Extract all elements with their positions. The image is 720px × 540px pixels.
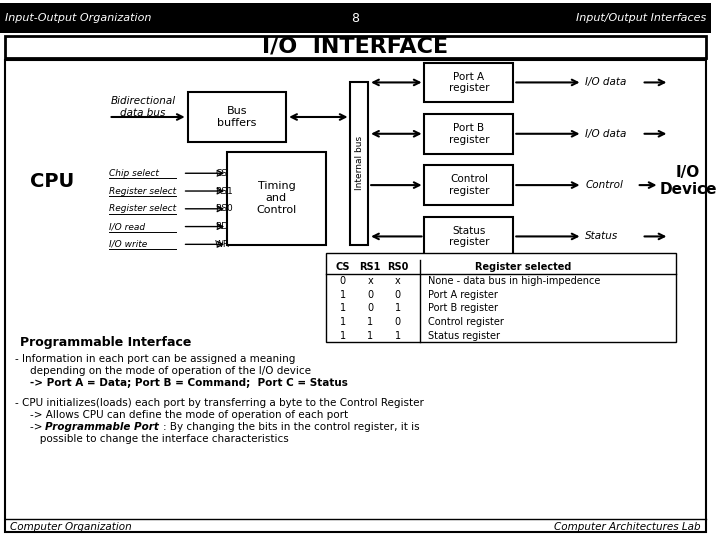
Text: 0: 0: [340, 276, 346, 286]
Text: Status: Status: [585, 232, 618, 241]
Text: 0: 0: [395, 318, 401, 327]
Bar: [5, 60, 706, 531]
Text: 1: 1: [395, 331, 401, 341]
Text: 1: 1: [367, 318, 373, 327]
Text: Chip select: Chip select: [109, 169, 158, 178]
Text: Control register: Control register: [428, 318, 504, 327]
Text: CS: CS: [215, 169, 228, 178]
Text: RS0: RS0: [215, 204, 233, 213]
Bar: [425, 217, 513, 256]
Text: I/O data: I/O data: [585, 77, 627, 87]
Text: 1: 1: [340, 331, 346, 341]
Text: Bus
buffers: Bus buffers: [217, 106, 256, 128]
Text: x: x: [395, 276, 401, 286]
Text: depending on the mode of operation of the I/O device: depending on the mode of operation of th…: [30, 366, 310, 376]
Text: CPU: CPU: [30, 172, 74, 191]
Text: Status
register: Status register: [449, 226, 489, 247]
Text: I/O data: I/O data: [585, 129, 627, 139]
Text: 0: 0: [395, 289, 401, 300]
Text: 1: 1: [395, 303, 401, 314]
Text: Programmable Interface: Programmable Interface: [19, 335, 191, 348]
Text: I/O write: I/O write: [109, 240, 147, 249]
Text: -> Allows CPU can define the mode of operation of each port: -> Allows CPU can define the mode of ope…: [30, 410, 348, 420]
Text: : By changing the bits in the control register, it is: : By changing the bits in the control re…: [163, 422, 420, 432]
Text: Bidirectional
data bus: Bidirectional data bus: [111, 96, 176, 118]
Text: Register selected: Register selected: [475, 262, 572, 272]
Bar: [5, 36, 706, 58]
Text: 0: 0: [367, 303, 373, 314]
Text: Control: Control: [585, 180, 624, 190]
Bar: [227, 152, 325, 245]
Text: RD: RD: [215, 222, 228, 231]
Text: x: x: [367, 276, 373, 286]
Bar: [425, 165, 513, 205]
Text: 1: 1: [340, 318, 346, 327]
Text: RS1: RS1: [215, 186, 233, 195]
Text: Input-Output Organization: Input-Output Organization: [5, 14, 151, 23]
Text: 1: 1: [340, 303, 346, 314]
Text: I/O read: I/O read: [109, 222, 145, 231]
Bar: [0, 3, 711, 33]
Text: 8: 8: [351, 12, 359, 25]
Text: Timing
and
Control: Timing and Control: [256, 181, 297, 214]
Bar: [351, 83, 368, 245]
Text: Port A register: Port A register: [428, 289, 498, 300]
Text: None - data bus in high-impedence: None - data bus in high-impedence: [428, 276, 600, 286]
Text: -> Port A = Data; Port B = Command;  Port C = Status: -> Port A = Data; Port B = Command; Port…: [30, 377, 348, 388]
Bar: [425, 63, 513, 102]
Text: ->: ->: [30, 422, 45, 432]
Text: - CPU initializes(loads) each port by transferring a byte to the Control Registe: - CPU initializes(loads) each port by tr…: [15, 399, 423, 408]
Text: I/O  INTERFACE: I/O INTERFACE: [262, 37, 449, 57]
Text: 1: 1: [340, 289, 346, 300]
Text: Status register: Status register: [428, 331, 500, 341]
Text: 0: 0: [367, 289, 373, 300]
Text: Programmable Port: Programmable Port: [45, 422, 159, 432]
Text: Control
register: Control register: [449, 174, 489, 196]
Text: RS1: RS1: [359, 262, 381, 272]
Text: 1: 1: [367, 331, 373, 341]
Bar: [425, 114, 513, 153]
Bar: [188, 92, 287, 141]
Bar: [325, 253, 676, 342]
Text: possible to change the interface characteristics: possible to change the interface charact…: [30, 434, 289, 444]
Text: WR: WR: [215, 240, 230, 249]
Text: Port A
register: Port A register: [449, 72, 489, 93]
Text: CS: CS: [336, 262, 350, 272]
Text: Input/Output Interfaces: Input/Output Interfaces: [575, 14, 706, 23]
Text: Computer Architectures Lab: Computer Architectures Lab: [554, 522, 701, 532]
Text: Internal bus: Internal bus: [355, 136, 364, 191]
Text: Computer Organization: Computer Organization: [10, 522, 132, 532]
Text: - Information in each port can be assigned a meaning: - Information in each port can be assign…: [15, 354, 295, 364]
Text: Port B
register: Port B register: [449, 123, 489, 145]
Text: Register select: Register select: [109, 186, 176, 195]
Text: RS0: RS0: [387, 262, 408, 272]
Text: Port B register: Port B register: [428, 303, 498, 314]
Text: Register select: Register select: [109, 204, 176, 213]
Text: I/O
Device: I/O Device: [660, 165, 717, 197]
